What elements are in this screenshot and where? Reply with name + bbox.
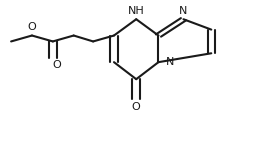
- Text: O: O: [53, 60, 61, 70]
- Text: O: O: [28, 22, 36, 32]
- Text: O: O: [132, 102, 141, 112]
- Text: N: N: [179, 6, 188, 16]
- Text: N: N: [165, 57, 174, 67]
- Text: NH: NH: [128, 6, 145, 16]
